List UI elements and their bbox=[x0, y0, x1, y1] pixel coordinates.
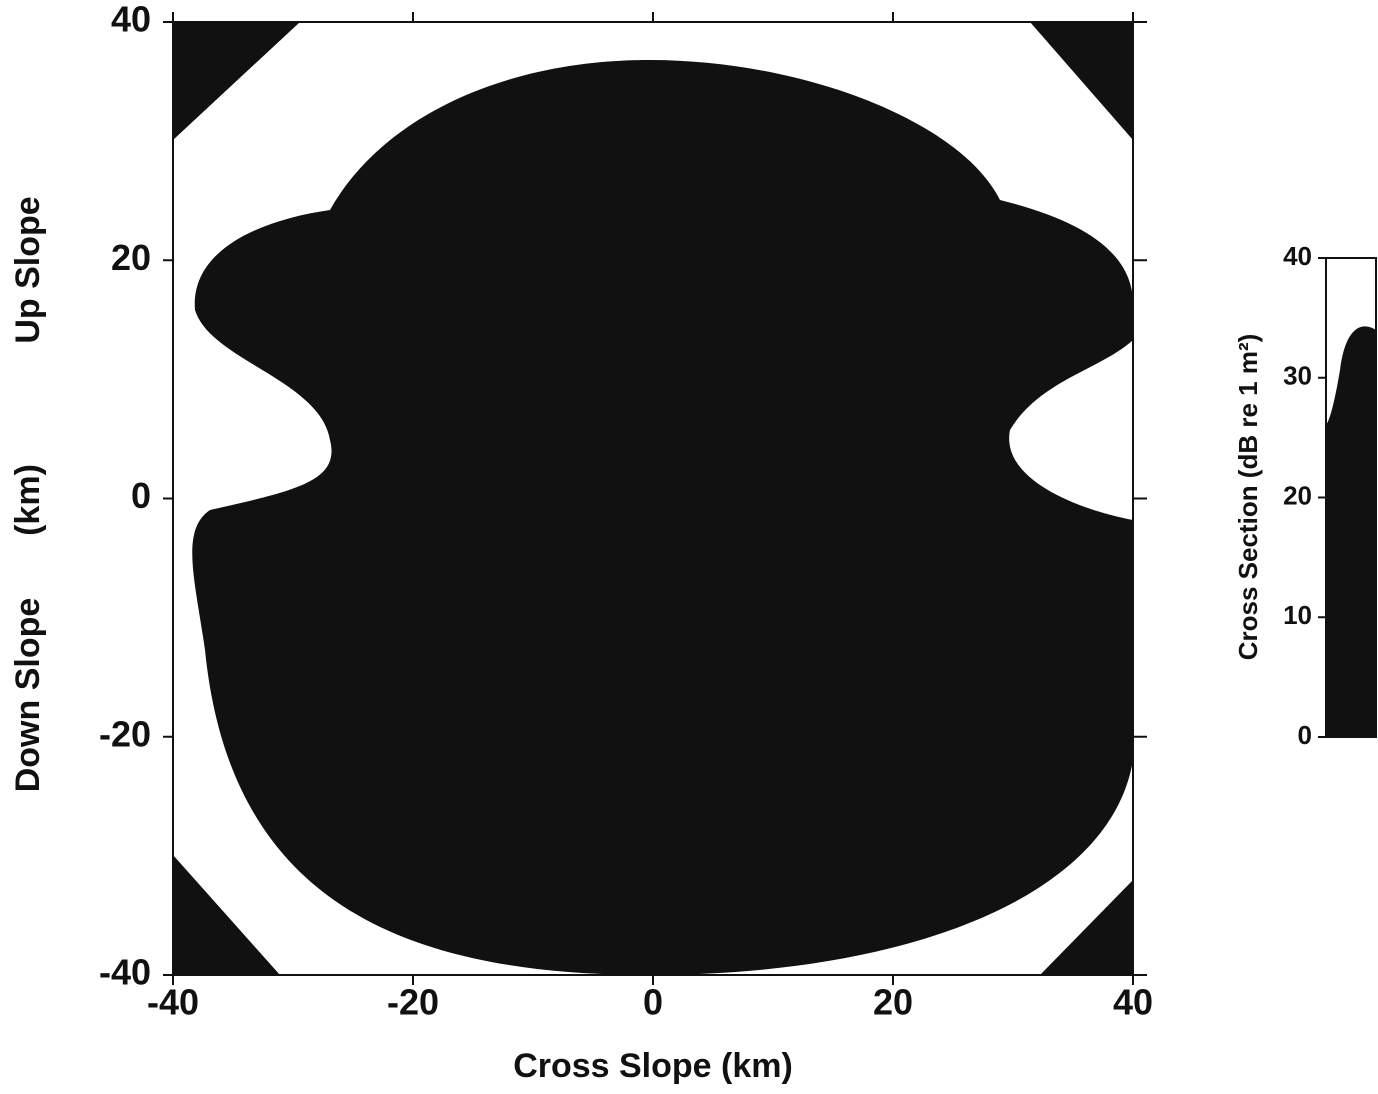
colorbar-tick-label: 40 bbox=[1283, 241, 1312, 271]
y-axis-label: Down Slope bbox=[9, 598, 47, 793]
y-axis-label: Up Slope bbox=[9, 196, 47, 343]
x-tick-label: 0 bbox=[643, 982, 663, 1023]
x-tick-label: -40 bbox=[147, 982, 199, 1023]
colorbar-light bbox=[1326, 258, 1376, 425]
colorbar bbox=[1325, 257, 1377, 738]
colorbar-tick-label: 30 bbox=[1283, 361, 1312, 391]
x-tick-label: -20 bbox=[387, 982, 439, 1023]
y-axis-label: (km) bbox=[9, 464, 47, 536]
image-corner bbox=[1030, 22, 1133, 140]
colorbar-tick-label: 10 bbox=[1283, 600, 1312, 630]
image-dark-region bbox=[192, 60, 1133, 975]
y-tick-label: 40 bbox=[111, 0, 151, 40]
colorbar-tick-label: 20 bbox=[1283, 480, 1312, 510]
colorbar-label: Cross Section (dB re 1 m²) bbox=[1233, 334, 1263, 661]
y-tick-label: 20 bbox=[111, 237, 151, 278]
y-tick-label: 0 bbox=[131, 475, 151, 516]
colorbar-tick-label: 0 bbox=[1298, 720, 1312, 750]
x-axis-label: Cross Slope (km) bbox=[513, 1047, 793, 1085]
y-tick-label: -40 bbox=[99, 952, 151, 993]
x-tick-label: 20 bbox=[873, 982, 913, 1023]
sonar-image bbox=[172, 21, 1134, 976]
y-tick-label: -20 bbox=[99, 713, 151, 754]
x-tick-label: 40 bbox=[1113, 982, 1153, 1023]
image-corner bbox=[173, 22, 300, 140]
image-corner bbox=[173, 855, 280, 975]
image-corner bbox=[1040, 880, 1133, 975]
